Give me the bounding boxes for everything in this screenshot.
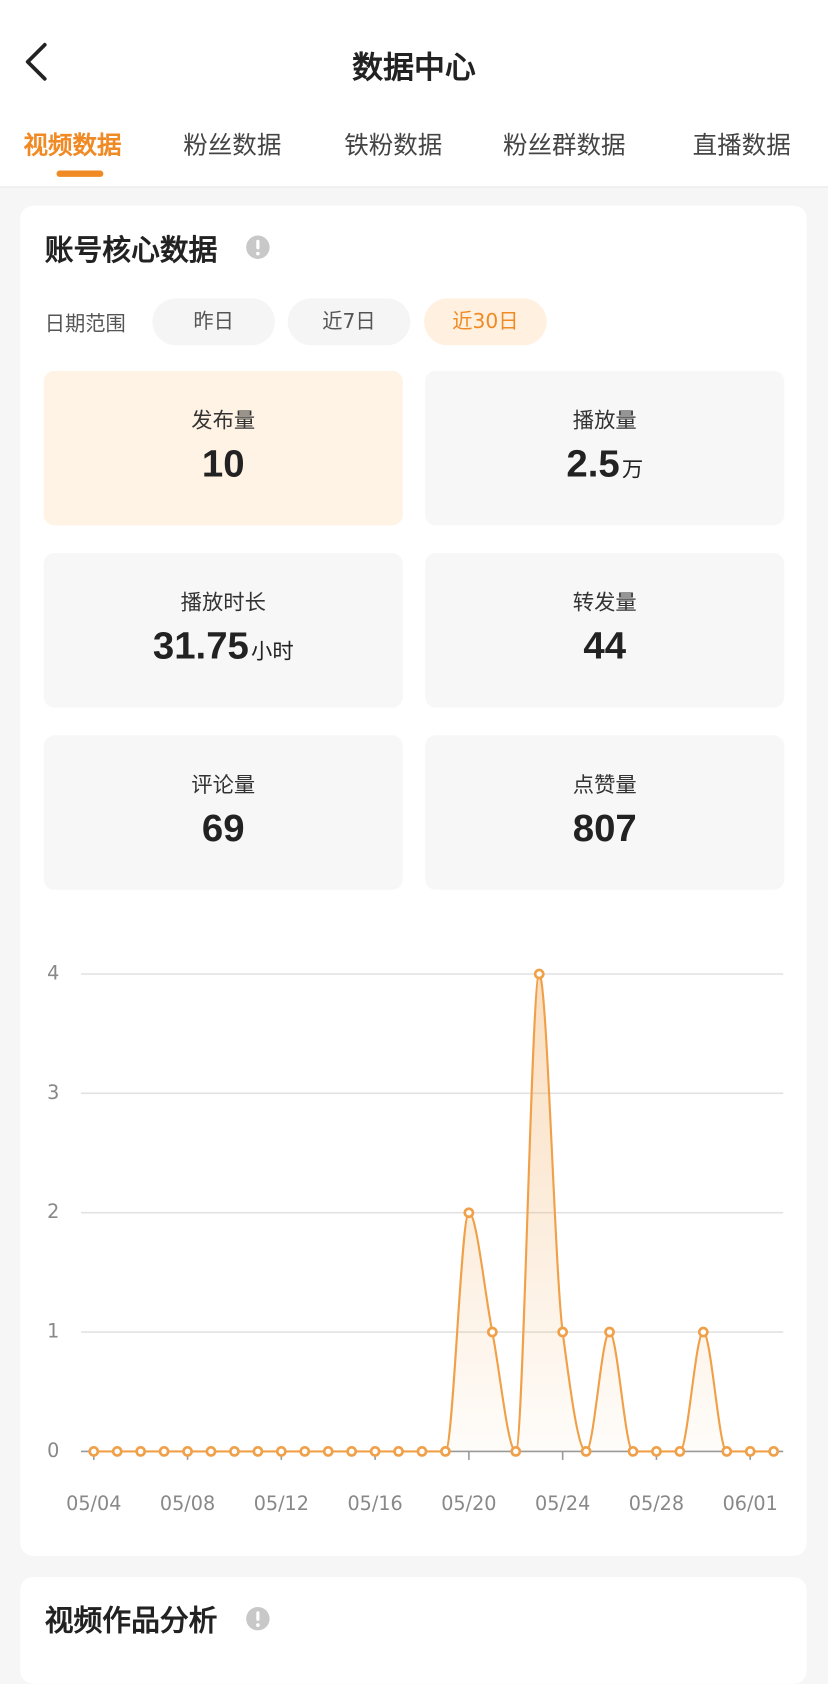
date-option[interactable]: 近7日 [287, 298, 411, 346]
chart: 0 1 2 3 4 05/04 05/08 05/12 05/16 05/20 05/24 05/28… [47, 961, 784, 1515]
metric-card[interactable]: 评论量 69 [43, 735, 403, 890]
point [205, 1446, 217, 1457]
metric-card[interactable]: 转发量 44 [425, 553, 785, 708]
point [604, 1326, 615, 1338]
y-tick-label: 3 [47, 1081, 59, 1104]
point [182, 1446, 193, 1457]
point [88, 1446, 100, 1457]
metric-card[interactable]: 播放量 2.5 万 [425, 370, 785, 526]
x-tick-label: 05/16 [347, 1492, 402, 1515]
y-tick-label: 2 [47, 1200, 59, 1223]
metric-number: 2.5 [566, 441, 620, 485]
point [627, 1446, 639, 1457]
metric-number: 69 [201, 805, 245, 850]
point [322, 1446, 334, 1457]
back-button[interactable] [19, 40, 53, 83]
metric-number: 44 [583, 623, 627, 668]
metric-card[interactable]: 发布量 10 [43, 370, 403, 526]
works-card [20, 1577, 807, 1684]
point [510, 1446, 522, 1457]
point [744, 1446, 756, 1457]
point [674, 1446, 686, 1457]
info-icon[interactable] [245, 234, 271, 260]
y-tick-label: 1 [47, 1320, 59, 1343]
point [580, 1446, 592, 1457]
x-tick-label: 05/20 [441, 1492, 496, 1515]
point [533, 968, 545, 980]
info-icon[interactable] [245, 1606, 271, 1632]
point [229, 1446, 240, 1457]
metric-label: 发布量 [191, 407, 256, 433]
tab[interactable]: 铁粉数据 [344, 132, 443, 160]
point [135, 1446, 147, 1457]
area [93, 973, 774, 1452]
point [299, 1446, 311, 1457]
x-tick-label: 05/08 [160, 1492, 215, 1515]
card-title: 视频作品分析 [44, 1604, 218, 1638]
metric-unit: 小时 [251, 640, 294, 664]
tab[interactable]: 直播数据 [692, 132, 791, 160]
metric-card[interactable]: 播放时长 31.75 小时 [43, 553, 403, 708]
point [557, 1326, 569, 1338]
metric-number: 31.75 [152, 623, 249, 668]
y-tick-label: 4 [47, 961, 59, 984]
point [393, 1446, 404, 1457]
metric-value: 69 [44, 806, 403, 851]
tab[interactable]: 视频数据 [23, 132, 122, 160]
point [651, 1446, 662, 1457]
page-title: 数据中心 [352, 49, 476, 86]
metric-value: 807 [425, 806, 784, 851]
metric-value: 44 [425, 623, 784, 668]
point [697, 1326, 709, 1338]
metric-label: 点赞量 [572, 771, 637, 798]
tab-indicator [56, 170, 104, 177]
date-range-label: 日期范围 [44, 312, 126, 336]
x-tick-label: 05/28 [629, 1492, 684, 1515]
point [486, 1326, 498, 1338]
metric-label: 评论量 [191, 771, 256, 798]
metric-label: 播放时长 [180, 589, 266, 615]
metric-unit: 万 [621, 458, 644, 482]
point [346, 1446, 358, 1457]
metric-value: 2.5 万 [425, 441, 784, 486]
x-tick-label: 05/12 [254, 1492, 309, 1515]
metric-number: 10 [201, 441, 245, 485]
point [252, 1446, 264, 1457]
point [369, 1446, 381, 1457]
point [463, 1207, 475, 1219]
y-tick-label: 0 [47, 1439, 59, 1462]
x-tick-label: 06/01 [723, 1492, 778, 1515]
point [158, 1446, 170, 1457]
card-title: 账号核心数据 [44, 234, 218, 268]
x-tick-label: 05/24 [535, 1492, 590, 1515]
metric-value: 10 [44, 441, 403, 486]
x-tick-label: 05/04 [66, 1492, 121, 1515]
tab[interactable]: 粉丝群数据 [502, 132, 626, 160]
point [721, 1446, 733, 1457]
date-option[interactable]: 近30日 [424, 298, 547, 346]
point [768, 1446, 780, 1457]
metric-value: 31.75 小时 [44, 623, 403, 668]
top-bar [0, 0, 828, 188]
tab[interactable]: 粉丝数据 [183, 132, 282, 160]
metric-number: 807 [572, 805, 637, 850]
metric-card[interactable]: 点赞量 807 [425, 735, 785, 890]
point [111, 1446, 123, 1457]
point [275, 1446, 287, 1457]
metric-label: 转发量 [572, 589, 637, 615]
point [440, 1446, 451, 1457]
date-option[interactable]: 昨日 [152, 298, 275, 346]
metric-label: 播放量 [572, 407, 637, 433]
point [416, 1446, 428, 1457]
